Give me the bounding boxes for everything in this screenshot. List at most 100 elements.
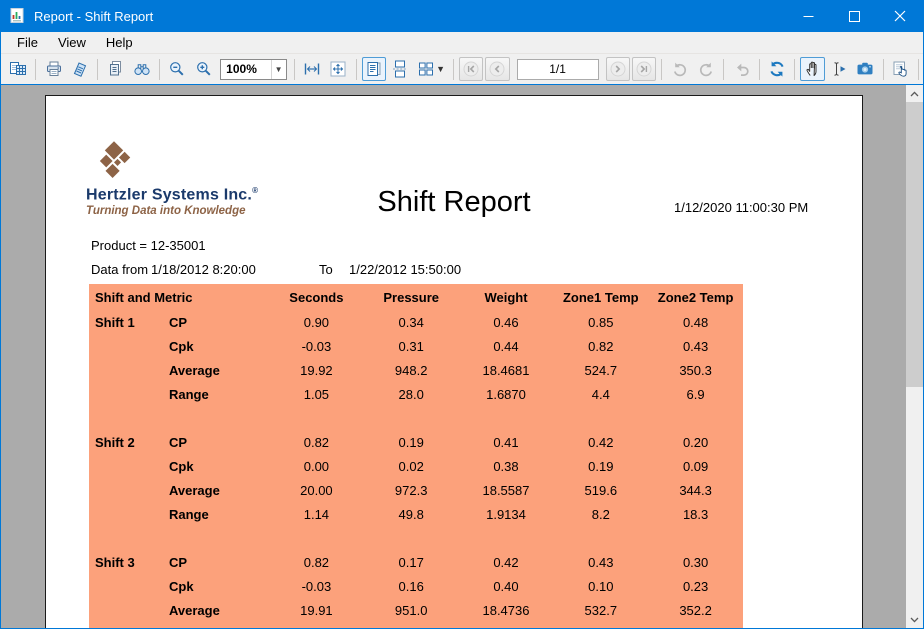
toolbar-separator — [794, 58, 796, 80]
value-cell: -0.03 — [301, 578, 332, 594]
value-cell: 0.42 — [588, 434, 614, 450]
value-cell: 352.2 — [679, 602, 712, 618]
value-cell: 0.30 — [682, 554, 709, 570]
value-cell: 18.3 — [682, 506, 709, 522]
metric-label: Average — [169, 602, 220, 618]
first-page-button — [458, 57, 484, 81]
zoom-combobox[interactable]: 100% ▼ — [220, 58, 287, 80]
value-cell: 0.38 — [493, 458, 519, 474]
toolbar-separator — [35, 58, 37, 80]
value-cell: 948.2 — [394, 362, 428, 378]
shift-label: Shift 2 — [95, 434, 135, 450]
scrollbar-track[interactable] — [906, 102, 923, 611]
zoom-in-button[interactable] — [192, 57, 216, 81]
report-timestamp: 1/12/2020 11:00:30 PM — [674, 200, 809, 215]
menu-item-view[interactable]: View — [57, 35, 86, 50]
table-group-gap — [89, 406, 743, 430]
continuous-view-button[interactable] — [388, 57, 412, 81]
metric-label: Average — [169, 362, 220, 378]
zoom-out-button[interactable] — [165, 57, 189, 81]
metric-label: CP — [169, 434, 188, 450]
value-cell: 0.82 — [588, 338, 614, 354]
print-button[interactable] — [41, 57, 65, 81]
hand-tool-button[interactable] — [800, 57, 825, 81]
title-bar: Report - Shift Report — [1, 0, 923, 32]
find-button[interactable] — [130, 57, 154, 81]
value-cell: 0.23 — [682, 578, 709, 594]
value-cell: 19.92 — [300, 362, 333, 378]
value-cell: 20.00 — [300, 482, 333, 498]
toolbar: 100% ▼ ▼ 1/1 — [1, 54, 923, 84]
fit-width-button[interactable] — [300, 57, 324, 81]
value-cell: 0.43 — [682, 338, 709, 354]
value-cell: 0.19 — [398, 434, 424, 450]
scroll-down-button[interactable] — [906, 611, 923, 628]
toolbar-separator — [159, 58, 161, 80]
scroll-up-button[interactable] — [906, 85, 923, 102]
maximize-button[interactable] — [831, 0, 877, 32]
scrollbar-thumb[interactable] — [906, 102, 923, 388]
copy-button[interactable] — [103, 57, 127, 81]
undo-button — [667, 57, 691, 81]
single-page-button[interactable] — [361, 57, 386, 81]
table-row: Shift 3 CP 0.82 0.17 0.42 0.43 0.30 — [89, 550, 743, 574]
table-row: Shift 2 CP 0.82 0.19 0.41 0.42 0.20 — [89, 430, 743, 454]
value-cell: 0.10 — [588, 578, 614, 594]
metric-label: CP — [169, 314, 188, 330]
toolbar-separator — [355, 58, 357, 80]
table-row: Cpk -0.03 0.31 0.44 0.82 0.43 — [89, 334, 743, 358]
value-cell: 519.6 — [584, 482, 618, 498]
window-title: Report - Shift Report — [34, 8, 154, 24]
logo-diamond-icon — [99, 141, 131, 178]
page-indicator[interactable]: 1/1 — [516, 58, 599, 80]
toolbar-separator — [723, 58, 725, 80]
value-cell: 951.0 — [394, 602, 428, 618]
report-title: Shift Report — [377, 186, 531, 218]
window-controls — [785, 0, 923, 32]
menu-bar: File View Help — [1, 32, 923, 54]
metric-label: CP — [169, 554, 188, 570]
metric-label: Average — [169, 482, 220, 498]
toolbar-separator — [97, 58, 99, 80]
shift-label: Shift 1 — [95, 314, 135, 330]
export-report-button[interactable] — [6, 57, 30, 81]
metric-label: Cpk — [169, 578, 194, 594]
menu-item-file[interactable]: File — [17, 35, 38, 50]
value-cell: 344.3 — [679, 482, 712, 498]
refresh-button[interactable] — [765, 57, 789, 81]
pointer-tool-button[interactable] — [889, 57, 913, 81]
table-row: Average 20.00 972.3 18.5587 519.6 344.3 — [89, 478, 743, 502]
last-page-button — [632, 57, 657, 81]
value-cell: 6.9 — [686, 386, 705, 402]
table-group-gap — [89, 526, 743, 550]
next-page-button — [605, 57, 631, 81]
page-setup-button[interactable] — [68, 57, 92, 81]
vertical-scrollbar[interactable] — [906, 85, 923, 628]
value-cell: 19.91 — [300, 602, 333, 618]
column-header: Zone1 Temp — [562, 289, 639, 305]
text-select-button[interactable] — [827, 57, 851, 81]
fit-page-button[interactable] — [326, 57, 350, 81]
app-icon — [9, 7, 27, 25]
snapshot-button[interactable] — [853, 57, 877, 81]
value-cell: 0.02 — [398, 458, 424, 474]
minimize-button[interactable] — [785, 0, 831, 32]
product-line: Product = 12-35001 — [91, 238, 206, 253]
data-from-value: 1/18/2012 8:20:00 — [151, 262, 256, 277]
table-row: Shift 1 CP 0.90 0.34 0.46 0.85 0.48 — [89, 310, 743, 334]
multi-page-button[interactable]: ▼ — [414, 57, 447, 81]
prev-page-button — [485, 57, 510, 81]
close-button[interactable] — [877, 0, 923, 32]
chevron-down-icon[interactable]: ▼ — [270, 59, 286, 79]
back-button — [729, 57, 753, 81]
table-row: Average 19.92 948.2 18.4681 524.7 350.3 — [89, 358, 743, 382]
value-cell: 524.7 — [584, 362, 618, 378]
menu-item-help[interactable]: Help — [105, 35, 133, 50]
to-label: To — [319, 262, 333, 277]
registered-mark: ® — [252, 186, 259, 195]
value-cell: 0.16 — [398, 578, 424, 594]
table-row: Range 1.05 28.0 1.6870 4.4 6.9 — [89, 382, 743, 406]
column-header: Weight — [484, 289, 528, 305]
value-cell: 350.3 — [679, 362, 712, 378]
table-row: Cpk -0.03 0.16 0.40 0.10 0.23 — [89, 574, 743, 598]
